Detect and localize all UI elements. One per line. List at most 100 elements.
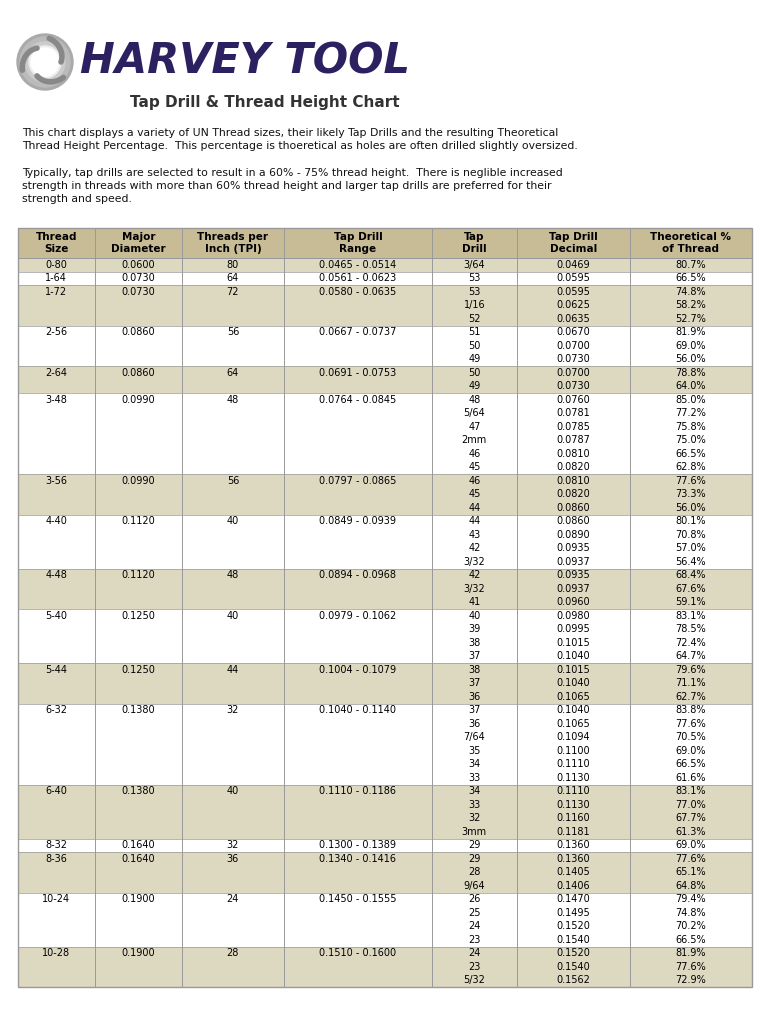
Text: 0.0820: 0.0820 <box>557 489 590 500</box>
Text: 49: 49 <box>468 354 481 365</box>
Text: 36: 36 <box>468 719 481 729</box>
Text: 43: 43 <box>468 529 481 540</box>
Text: 0.0635: 0.0635 <box>557 313 590 324</box>
Text: 62.8%: 62.8% <box>676 462 707 472</box>
Text: 50: 50 <box>468 341 481 351</box>
Text: 0.1540: 0.1540 <box>557 962 590 972</box>
Text: 78.8%: 78.8% <box>676 368 707 378</box>
Text: HARVEY TOOL: HARVEY TOOL <box>80 41 410 83</box>
Text: 0.1640: 0.1640 <box>121 841 155 850</box>
Text: 23: 23 <box>468 962 481 972</box>
Text: Threads per
Inch (TPI): Threads per Inch (TPI) <box>197 232 268 254</box>
Text: 28: 28 <box>468 867 481 878</box>
Text: 5-40: 5-40 <box>45 610 68 621</box>
Text: 83.1%: 83.1% <box>676 610 707 621</box>
Bar <box>18 852 752 865</box>
Text: 0.1130: 0.1130 <box>557 773 590 782</box>
Text: 0.1004 - 0.1079: 0.1004 - 0.1079 <box>319 665 396 675</box>
Text: 29: 29 <box>468 841 481 850</box>
Text: 1/16: 1/16 <box>464 300 485 310</box>
Text: 10-28: 10-28 <box>42 948 71 958</box>
Text: 40: 40 <box>468 610 481 621</box>
Text: 46: 46 <box>468 476 481 485</box>
Text: 56.0%: 56.0% <box>676 354 707 365</box>
Text: 81.9%: 81.9% <box>676 948 707 958</box>
Text: 66.5%: 66.5% <box>676 759 707 769</box>
Text: 0.1100: 0.1100 <box>557 745 590 756</box>
Text: 56: 56 <box>227 476 239 485</box>
Text: 0.0890: 0.0890 <box>557 529 590 540</box>
Text: 70.5%: 70.5% <box>676 732 707 742</box>
Bar <box>18 228 752 258</box>
Bar <box>18 433 752 447</box>
Bar <box>18 933 752 946</box>
Bar <box>18 487 752 501</box>
Text: 61.3%: 61.3% <box>676 826 707 837</box>
Text: 3/32: 3/32 <box>463 557 485 566</box>
Text: 0.0990: 0.0990 <box>121 394 155 404</box>
Text: 34: 34 <box>468 759 481 769</box>
Text: 2mm: 2mm <box>462 435 487 445</box>
Bar <box>18 920 752 933</box>
Text: 59.1%: 59.1% <box>676 597 707 607</box>
Text: Thread
Size: Thread Size <box>35 232 77 254</box>
Text: 48: 48 <box>227 570 239 581</box>
Text: 68.4%: 68.4% <box>676 570 707 581</box>
Text: 2-56: 2-56 <box>45 328 68 337</box>
Text: 0.0860: 0.0860 <box>557 516 590 526</box>
Text: 0.0990: 0.0990 <box>121 476 155 485</box>
Text: 0.0979 - 0.1062: 0.0979 - 0.1062 <box>319 610 396 621</box>
Bar <box>18 568 752 582</box>
Text: 6-40: 6-40 <box>45 786 68 797</box>
Bar <box>18 555 752 568</box>
Text: 0.0600: 0.0600 <box>121 260 155 269</box>
Text: 0.0730: 0.0730 <box>121 273 155 284</box>
Bar <box>18 366 752 380</box>
Text: 0.0561 - 0.0623: 0.0561 - 0.0623 <box>319 273 396 284</box>
Text: 38: 38 <box>468 665 481 675</box>
Text: 40: 40 <box>227 610 239 621</box>
Text: 0.1110: 0.1110 <box>557 786 590 797</box>
Bar <box>18 393 752 407</box>
Bar <box>18 839 752 852</box>
Text: 0.1110 - 0.1186: 0.1110 - 0.1186 <box>319 786 396 797</box>
Text: 26: 26 <box>468 894 481 904</box>
Text: 0.1130: 0.1130 <box>557 800 590 810</box>
Text: 0.0691 - 0.0753: 0.0691 - 0.0753 <box>319 368 396 378</box>
Text: 3mm: 3mm <box>462 826 487 837</box>
Bar <box>18 730 752 744</box>
Text: 0.0995: 0.0995 <box>557 625 590 634</box>
Bar <box>18 717 752 730</box>
Text: 77.6%: 77.6% <box>676 719 707 729</box>
Bar <box>18 744 752 758</box>
Text: 0.1110: 0.1110 <box>557 759 590 769</box>
Text: 35: 35 <box>468 745 481 756</box>
Text: 0.0797 - 0.0865: 0.0797 - 0.0865 <box>319 476 396 485</box>
Text: 65.1%: 65.1% <box>676 867 707 878</box>
Text: 32: 32 <box>468 813 481 823</box>
Bar <box>18 514 752 528</box>
Text: 0.0980: 0.0980 <box>557 610 590 621</box>
Text: 56: 56 <box>227 328 239 337</box>
Text: 1-72: 1-72 <box>45 287 68 297</box>
Text: 70.2%: 70.2% <box>676 922 707 931</box>
Text: 62.7%: 62.7% <box>676 692 707 701</box>
Text: 0.0730: 0.0730 <box>121 287 155 297</box>
Text: 0.1065: 0.1065 <box>557 719 590 729</box>
Text: 0.0849 - 0.0939: 0.0849 - 0.0939 <box>319 516 396 526</box>
Text: 67.7%: 67.7% <box>676 813 707 823</box>
Text: 0.1160: 0.1160 <box>557 813 590 823</box>
Text: 56.4%: 56.4% <box>676 557 707 566</box>
Text: 73.3%: 73.3% <box>676 489 707 500</box>
Text: 66.5%: 66.5% <box>676 449 707 459</box>
Text: 3-48: 3-48 <box>45 394 68 404</box>
Text: 72: 72 <box>227 287 239 297</box>
Text: Major
Diameter: Major Diameter <box>111 232 166 254</box>
Text: 77.0%: 77.0% <box>676 800 707 810</box>
Text: 0.0760: 0.0760 <box>557 394 590 404</box>
Text: 36: 36 <box>468 692 481 701</box>
Text: 0.0781: 0.0781 <box>557 409 590 418</box>
Text: 64.7%: 64.7% <box>676 651 707 662</box>
Bar <box>18 326 752 339</box>
Text: 67.6%: 67.6% <box>676 584 707 594</box>
